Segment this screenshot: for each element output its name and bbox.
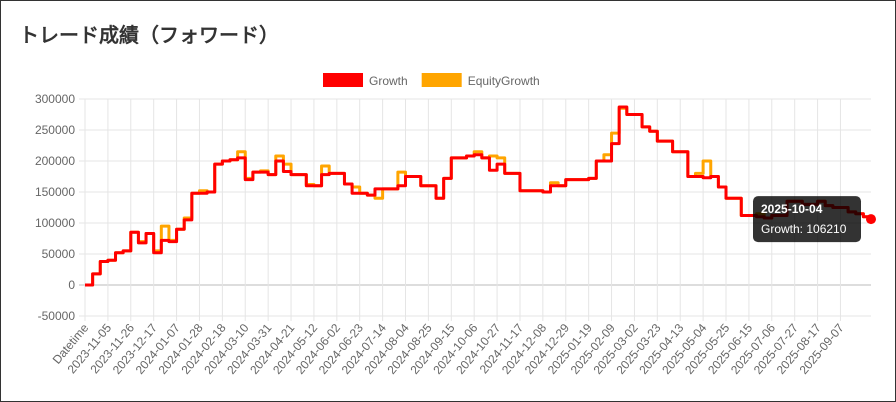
y-tick-label: 300000 bbox=[35, 92, 75, 106]
y-tick-label: 250000 bbox=[35, 123, 75, 137]
tooltip-body: Growth: 106210 bbox=[761, 222, 847, 236]
y-tick-label: 100000 bbox=[35, 216, 75, 230]
legend-swatch bbox=[323, 73, 363, 87]
y-tick-label: 0 bbox=[68, 278, 75, 292]
legend-label: EquityGrowth bbox=[468, 74, 540, 88]
y-tick-label: 200000 bbox=[35, 154, 75, 168]
legend-label: Growth bbox=[369, 74, 408, 88]
legend-swatch bbox=[421, 73, 462, 87]
tooltip-box bbox=[753, 196, 861, 243]
tooltip: 2025-10-04 Growth: 106210 bbox=[753, 196, 861, 243]
page-title: トレード成績（フォワード） bbox=[19, 23, 279, 47]
hover-point bbox=[866, 214, 876, 225]
tooltip-title: 2025-10-04 bbox=[761, 202, 823, 216]
series-line bbox=[85, 106, 873, 287]
series-line bbox=[85, 105, 873, 287]
y-tick-label: 150000 bbox=[35, 185, 75, 199]
y-tick-label: 50000 bbox=[42, 247, 76, 261]
y-tick-label: -50000 bbox=[38, 309, 76, 323]
